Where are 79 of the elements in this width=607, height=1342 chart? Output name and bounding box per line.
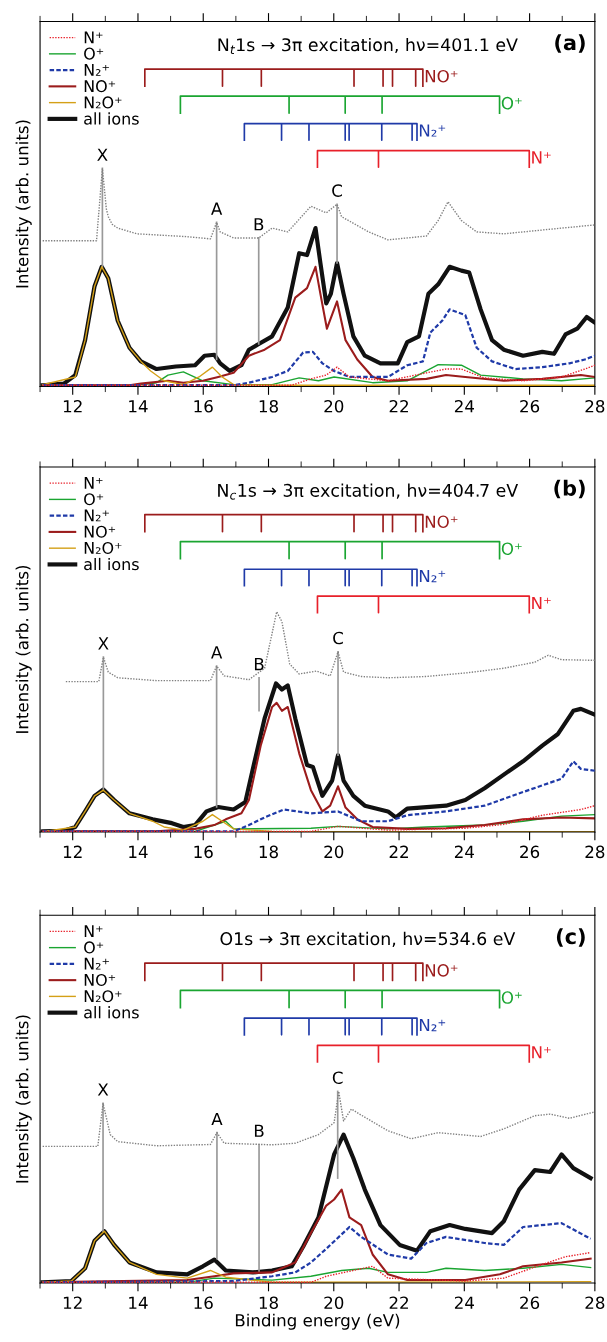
- legend-label: N₂O⁺: [84, 541, 122, 554]
- series-label: N⁺: [532, 596, 551, 610]
- x-tick-label: 26: [520, 1296, 540, 1310]
- series-label: NO⁺: [425, 69, 458, 83]
- legend-label: NO⁺: [84, 525, 116, 538]
- legend-label: all ions: [84, 112, 139, 125]
- x-tick-label: 26: [520, 845, 540, 859]
- x-tick-label: 18: [259, 1296, 278, 1310]
- y-axis-title: Intensity (arb. units): [15, 120, 32, 288]
- legend-label: N₂O⁺: [84, 990, 122, 1003]
- series-label: NO⁺: [425, 515, 458, 529]
- x-tick-label: 20: [324, 1296, 344, 1310]
- x-tick-label: 20: [324, 845, 344, 859]
- annotation: B: [254, 657, 264, 671]
- series-label: N₂⁺: [419, 1018, 446, 1032]
- x-tick-label: 22: [389, 1296, 408, 1309]
- legend-label: NO⁺: [84, 973, 116, 986]
- chart-title: O1s → 3π excitation, hν=534.6 eV: [220, 931, 516, 947]
- series-label: NO⁺: [425, 964, 458, 977]
- text: (c): [556, 928, 585, 947]
- annotation: A: [211, 202, 223, 215]
- x-tick-label: 12: [63, 845, 82, 858]
- x-tick-label: 22: [389, 399, 408, 413]
- x-tick-label: 12: [63, 399, 82, 413]
- y-axis-title: Intensity (arb. units): [15, 565, 32, 733]
- series-label: N₂⁺: [419, 124, 446, 137]
- series-label: O⁺: [501, 542, 522, 556]
- annotation: C: [332, 1071, 343, 1085]
- annotation: B: [254, 218, 264, 231]
- legend-label: N⁺: [84, 925, 103, 937]
- x-tick-label: 16: [194, 845, 213, 859]
- x-tick-label: 26: [520, 399, 540, 413]
- legend-label: N₂O⁺: [84, 96, 122, 109]
- series-label: N⁺: [532, 151, 551, 164]
- legend-label: O⁺: [84, 493, 104, 506]
- x-tick-label: 28: [585, 845, 605, 859]
- annotation: X: [98, 637, 109, 650]
- x-tick-label: 18: [259, 845, 278, 859]
- series-label: O⁺: [501, 96, 522, 110]
- x-tick-label: 16: [194, 399, 213, 413]
- series-label: N⁺: [532, 1046, 551, 1059]
- legend-label: N₂⁺: [84, 509, 109, 522]
- y-axis-title: Intensity (arb. units): [15, 1015, 32, 1183]
- x-tick-label: 14: [129, 400, 148, 413]
- x-tick-label: 24: [454, 1296, 474, 1309]
- x-tick-label: 28: [585, 1296, 605, 1310]
- annotation: X: [97, 1083, 109, 1096]
- series-label: O⁺: [501, 991, 522, 1004]
- x-tick-label: 24: [454, 399, 474, 413]
- chart-title: N$_{c}$1s → 3π excitation, hν=404.7 eV: [218, 483, 519, 500]
- legend-label: N₂⁺: [84, 957, 109, 970]
- legend-label: N₂⁺: [84, 64, 109, 76]
- x-tick-label: 24: [454, 845, 474, 858]
- legend-label: all ions: [84, 557, 139, 571]
- x-tick-label: 16: [194, 1296, 213, 1310]
- x-axis-title: Binding energy (eV): [235, 1313, 400, 1330]
- x-tick-label: 28: [585, 399, 605, 413]
- annotation: C: [332, 184, 342, 197]
- x-tick-label: 14: [129, 845, 148, 858]
- series-label: N₂⁺: [419, 569, 446, 583]
- legend-label: O⁺: [84, 941, 104, 954]
- x-tick-label: 22: [389, 845, 408, 858]
- legend-label: NO⁺: [84, 80, 116, 93]
- legend-label: N⁺: [84, 477, 103, 489]
- x-tick-label: 20: [324, 399, 344, 413]
- legend-label: O⁺: [84, 47, 104, 60]
- annotation: X: [97, 148, 108, 161]
- x-tick-label: 18: [259, 399, 278, 413]
- legend-label: all ions: [84, 1006, 139, 1019]
- chart-title: N$_{t}$1s → 3π excitation, hν=401.1 eV: [218, 37, 518, 54]
- annotation: A: [211, 646, 223, 659]
- annotation: B: [254, 1124, 264, 1137]
- text: (a): [555, 34, 585, 53]
- annotation: C: [333, 631, 343, 645]
- legend-label: N⁺: [84, 31, 103, 44]
- x-tick-label: 12: [63, 1296, 82, 1309]
- annotation: A: [211, 1112, 223, 1126]
- x-tick-label: 14: [129, 1296, 148, 1309]
- text: (b): [554, 479, 585, 499]
